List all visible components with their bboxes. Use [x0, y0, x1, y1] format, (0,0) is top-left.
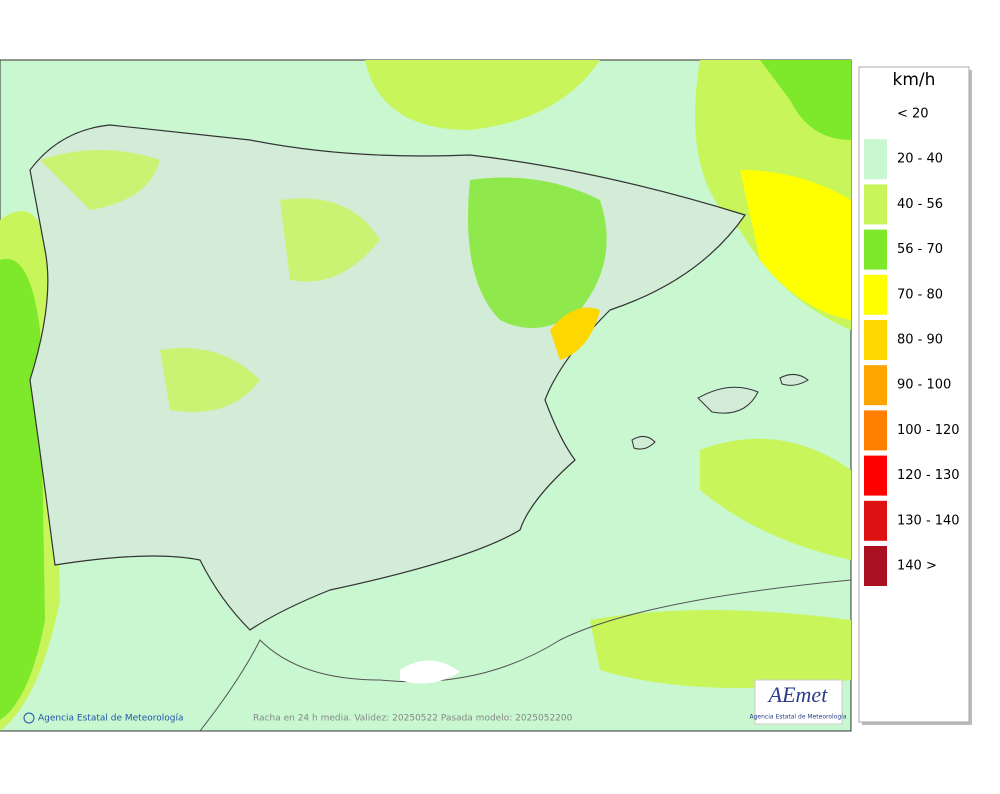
wind-zone: [590, 610, 851, 688]
legend-swatch: [864, 229, 887, 270]
wind-zone: [468, 177, 607, 328]
logo-mark: AEmet: [767, 682, 829, 707]
legend-label: 90 - 100: [897, 378, 951, 393]
legend-swatch: [864, 274, 887, 315]
wind-zone: [550, 307, 600, 360]
wind-zone: [760, 60, 851, 140]
legend-swatch: [864, 184, 887, 225]
legend-swatch: [864, 365, 887, 406]
legend-label: 20 - 40: [897, 152, 943, 167]
legend-label: 130 - 140: [897, 513, 960, 528]
legend-swatch: [864, 500, 887, 541]
logo-name: Agencia Estatal de Meteorología: [750, 714, 847, 721]
wind-zone: [740, 170, 851, 320]
legend-label: < 20: [897, 107, 929, 122]
wind-zone: [365, 60, 600, 130]
copyright-icon: [23, 712, 35, 724]
map: AEmet Agencia Estatal de Meteorología Ag…: [0, 59, 852, 732]
island: [631, 436, 656, 450]
legend-label: 80 - 90: [897, 333, 943, 348]
legend-label: 40 - 56: [897, 197, 943, 212]
legend-swatch: [864, 410, 887, 451]
cloud-gap: [400, 660, 460, 684]
island: [779, 374, 809, 386]
logo-box: [754, 679, 843, 725]
legend-swatch: [864, 546, 887, 586]
wind-zone: [700, 438, 851, 560]
legend-label: 140 >: [897, 559, 937, 574]
wind-zone: [160, 348, 260, 412]
wind-zone: [40, 150, 160, 210]
legend-swatch: [864, 320, 887, 360]
legend-swatch: [864, 455, 887, 496]
legend-label: 70 - 80: [897, 287, 943, 302]
legend-swatch: [864, 139, 887, 180]
wind-zone: [280, 198, 380, 282]
legend-label: 100 - 120: [897, 423, 960, 438]
legend-label: 120 - 130: [897, 468, 960, 483]
island: [697, 386, 759, 414]
legend-label: 56 - 70: [897, 242, 943, 257]
credit: Agencia Estatal de Meteorología: [38, 714, 184, 724]
caption: Racha en 24 h media. Validez: 20250522 P…: [253, 714, 573, 724]
legend-title: km/h: [893, 70, 936, 90]
